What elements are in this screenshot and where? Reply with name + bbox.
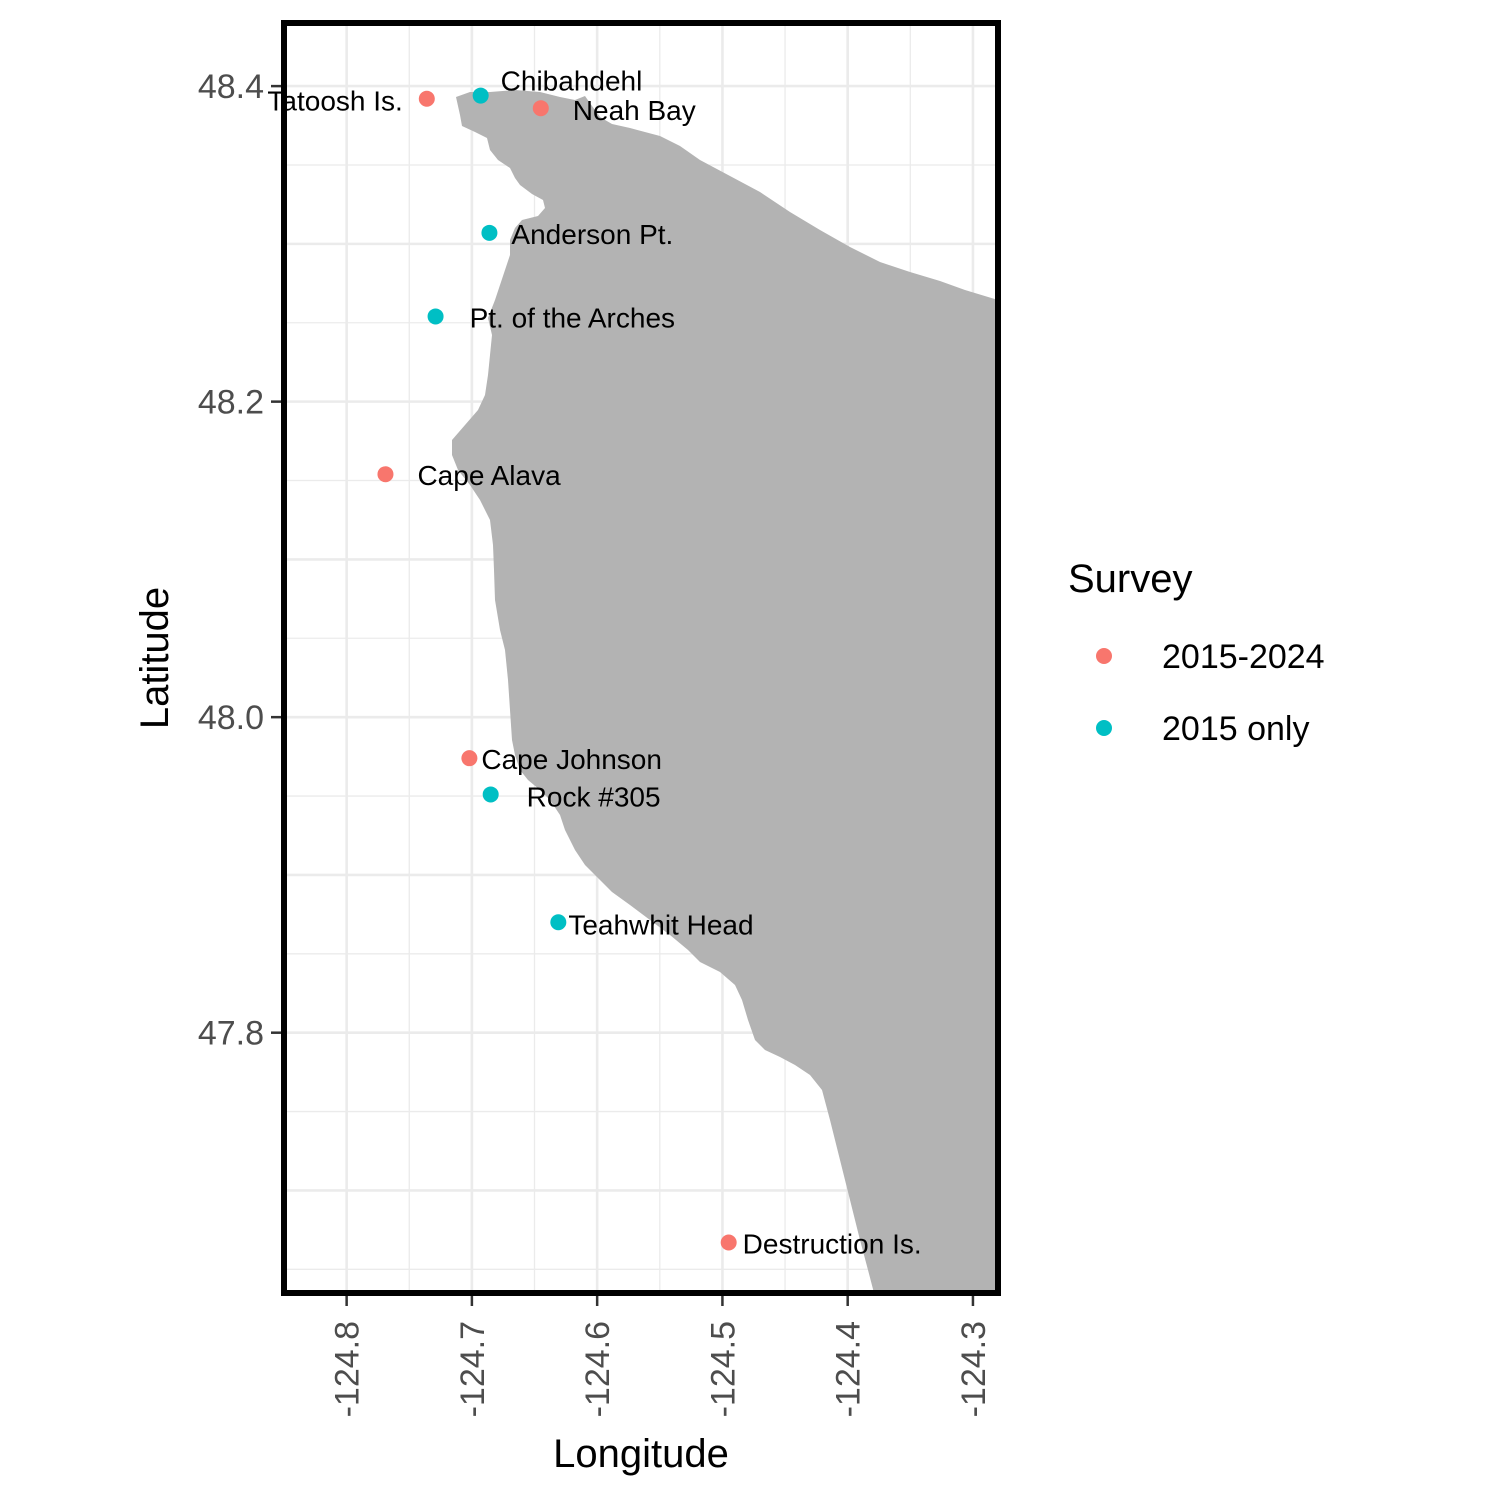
y-tick-label: 48.2 bbox=[198, 384, 264, 422]
site-label-anderson-pt: Anderson Pt. bbox=[511, 219, 673, 250]
site-point-teahwhit-head bbox=[550, 914, 567, 931]
x-tick-label: -124.8 bbox=[329, 1321, 367, 1417]
coastline-land bbox=[452, 90, 998, 1293]
site-point-destruction-is bbox=[720, 1234, 737, 1251]
y-tick-label: 47.8 bbox=[198, 1015, 264, 1053]
x-tick-label: -124.3 bbox=[955, 1321, 993, 1417]
site-label-cape-johnson: Cape Johnson bbox=[481, 744, 662, 775]
site-label-rock-305: Rock #305 bbox=[527, 781, 661, 812]
site-label-neah-bay: Neah Bay bbox=[573, 95, 696, 126]
axes: -124.8 -124.7 -124.6 -124.5 -124.4 -124.3 48.4… bbox=[198, 68, 993, 1417]
x-axis-label: Longitude bbox=[553, 1432, 729, 1476]
site-point-chibahdehl bbox=[472, 87, 489, 104]
y-axis-label: Latitude bbox=[133, 587, 177, 729]
legend-title: Survey bbox=[1068, 557, 1193, 601]
legend-label-1: 2015 only bbox=[1162, 710, 1309, 748]
y-tick-label: 48.4 bbox=[198, 68, 264, 106]
panel-border bbox=[281, 20, 1001, 1296]
site-point-rock-305 bbox=[482, 786, 499, 803]
site-label-tatoosh-is: Tatoosh Is. bbox=[267, 86, 402, 117]
site-point-neah-bay bbox=[532, 100, 549, 117]
site-point-tatoosh-is bbox=[418, 90, 435, 107]
x-tick-label: -124.6 bbox=[579, 1321, 617, 1417]
site-label-pt-of-the-arches: Pt. of the Arches bbox=[470, 302, 675, 333]
x-tick-label: -124.5 bbox=[704, 1321, 742, 1417]
legend-label-0: 2015-2024 bbox=[1162, 638, 1325, 676]
legend: Survey 2015-2024 2015 only bbox=[1068, 557, 1325, 748]
legend-key-1 bbox=[1096, 720, 1112, 736]
site-label-chibahdehl: Chibahdehl bbox=[501, 66, 643, 97]
site-point-anderson-pt bbox=[481, 224, 498, 241]
site-label-cape-alava: Cape Alava bbox=[417, 460, 561, 491]
site-point-cape-johnson bbox=[461, 750, 478, 767]
x-tick-label: -124.4 bbox=[830, 1321, 868, 1417]
site-label-destruction-is: Destruction Is. bbox=[743, 1229, 922, 1260]
y-tick-label: 48.0 bbox=[198, 699, 264, 737]
legend-key-0 bbox=[1096, 648, 1112, 664]
legend-items: 2015-2024 2015 only bbox=[1096, 638, 1325, 748]
site-label-teahwhit-head: Teahwhit Head bbox=[568, 909, 753, 940]
site-point-cape-alava bbox=[377, 466, 394, 483]
x-tick-label: -124.7 bbox=[454, 1321, 492, 1417]
site-point-pt-of-the-arches bbox=[427, 308, 444, 325]
